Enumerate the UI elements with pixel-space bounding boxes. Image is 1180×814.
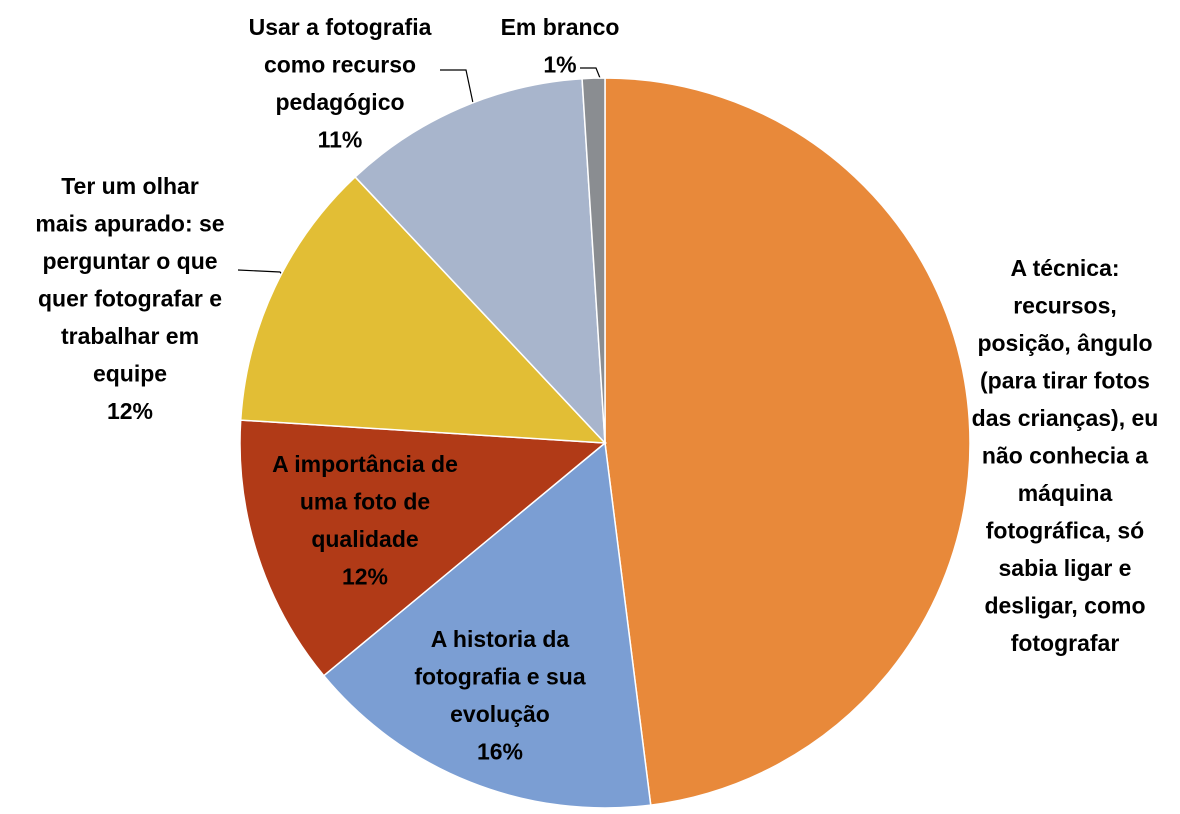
label-line: como recurso [264,52,416,78]
label-line: das crianças), eu [972,405,1159,431]
slice-label: A importância de uma foto de qualidade [272,451,458,552]
value-label: 11% [318,127,363,153]
slice-label: A historia da fotografia e sua evolução [414,626,585,727]
label-line: máquina [1018,480,1113,506]
pie-slice [239,175,607,444]
label-line: pedagógico [275,89,404,115]
label-line: A historia da [431,626,570,652]
label-line: posição, ângulo [977,330,1152,356]
label-line: quer fotografar e [38,286,222,312]
pie-slice [604,77,971,806]
slice-label: Usar a fotografia como recurso pedagógico [249,14,432,115]
leader-line [580,67,601,79]
leader-line [237,269,286,279]
value-label: 16% [477,739,523,765]
label-line: perguntar o que [42,248,217,274]
label-line: evolução [450,701,550,727]
label-line: sabia ligar e [999,555,1132,581]
value-label: 1% [543,52,576,78]
label-line: A importância de [272,451,458,477]
pie-slice [354,77,606,446]
label-line: equipe [93,361,167,387]
value-label: 12% [342,564,388,590]
pie-slice [581,77,606,444]
label-line: fotográfica, só [986,518,1144,544]
slice-label: Em branco [501,14,620,40]
label-line: não conhecia a [982,443,1148,469]
label-line: qualidade [311,526,418,552]
label-line: Em branco [501,14,620,40]
label-line: (para tirar fotos [980,368,1150,394]
label-line: trabalhar em [61,323,199,349]
pie-slice [322,441,652,809]
leader-line [440,69,474,104]
label-line: uma foto de [300,489,430,515]
value-label: 12% [107,398,153,424]
label-line: Ter um olhar [61,173,199,199]
pie-slice [239,419,607,677]
label-line: Usar a fotografia [249,14,432,40]
label-line: recursos, [1013,293,1117,319]
label-line: mais apurado: se [35,211,224,237]
label-line: A técnica: [1010,255,1119,281]
slice-label: Ter um olhar mais apurado: se perguntar o … [35,173,224,387]
slice-label: A técnica: recursos, posição, ângulo (para … [972,255,1159,656]
label-line: desligar, como [984,593,1145,619]
label-line: fotografia e sua [414,664,585,690]
label-line: fotografar [1011,630,1120,656]
